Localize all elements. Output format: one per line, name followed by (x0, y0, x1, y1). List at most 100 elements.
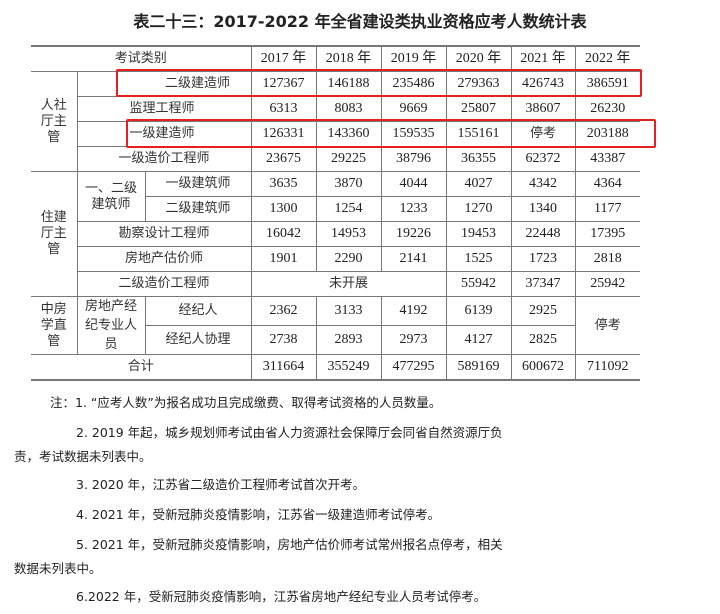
cell: 355249 (315, 354, 382, 381)
cell: 143360 (315, 121, 382, 147)
row-name: 一级建造师 (76, 121, 252, 147)
cell: 1901 (250, 246, 317, 272)
cell: 19453 (445, 221, 512, 247)
cell: 2362 (250, 296, 317, 326)
row-name: 二级造价工程师 (76, 271, 252, 297)
group-zhongfangxue: 中房学直管 (31, 296, 78, 355)
group-rensheting: 人社厅主管 (31, 71, 78, 172)
cell: 711092 (574, 354, 640, 381)
cell: 4027 (445, 171, 512, 197)
table-row: 监理工程师 6313 8083 9669 25807 38607 26230 (31, 96, 640, 122)
table-row: 中房学直管 房地产经纪专业人员 经纪人 2362 3133 4192 6139 … (31, 296, 640, 355)
header-year: 2018 年 (315, 45, 382, 72)
cell: 386591 (574, 71, 640, 97)
table-row: 住建厅主管 一、二级建筑师 一级建筑师 3635 3870 4044 4027 … (31, 171, 640, 297)
cell: 2818 (574, 246, 640, 272)
cell: 38607 (510, 96, 576, 122)
cell: 22448 (510, 221, 576, 247)
table-row: 人社厅主管 二级建造师 127367 146188 235486 279363 … (31, 71, 640, 172)
cell: 17395 (574, 221, 640, 247)
cell: 1723 (510, 246, 576, 272)
cell: 2893 (315, 325, 382, 355)
cell: 6313 (250, 96, 317, 122)
cell: 29225 (315, 146, 382, 172)
cell: 37347 (510, 271, 576, 297)
cell: 155161 (445, 121, 512, 147)
cell: 146188 (315, 71, 382, 97)
row-name: 一级造价工程师 (76, 146, 252, 172)
cell: 589169 (445, 354, 512, 381)
group-architects: 一、二级建筑师 (76, 171, 146, 222)
cell: 2825 (510, 325, 576, 355)
row-name: 勘察设计工程师 (76, 221, 252, 247)
cell: 9669 (380, 96, 447, 122)
header-row: 考试类别 2017 年 2018 年 2019 年 2020 年 2021 年 … (31, 45, 640, 72)
cell: 2973 (380, 325, 447, 355)
cell: 2738 (250, 325, 317, 355)
note: 4. 2021 年，受新冠肺炎疫情影响，江苏省一级建造师考试停考。 (76, 507, 441, 522)
cell: 127367 (250, 71, 317, 97)
total-label: 合计 (31, 354, 252, 381)
cell: 26230 (574, 96, 640, 122)
table-row: 二级造价工程师 未开展 55942 37347 25942 (31, 271, 640, 297)
cell: 1270 (445, 196, 512, 222)
cell: 6139 (445, 296, 512, 326)
row-name: 经纪人 (144, 296, 252, 326)
note: 数据未列表中。 (14, 561, 102, 576)
cell: 2290 (315, 246, 382, 272)
cell: 停考 (510, 121, 576, 147)
table-row: 二级建筑师 1300 1254 1233 1270 1340 1177 (31, 196, 640, 222)
group-label: 人社厅主管 (40, 97, 67, 145)
cell: 3133 (315, 296, 382, 326)
cell: 25942 (574, 271, 640, 297)
cell: 43387 (574, 146, 640, 172)
cell: 16042 (250, 221, 317, 247)
cell: 55942 (445, 271, 512, 297)
cell-merged: 未开展 (250, 271, 447, 297)
cell: 3870 (315, 171, 382, 197)
cell: 1254 (315, 196, 382, 222)
cell: 235486 (380, 71, 447, 97)
cell: 4044 (380, 171, 447, 197)
cell: 159535 (380, 121, 447, 147)
cell: 38796 (380, 146, 447, 172)
page-title: 表二十三：2017-2022 年全省建设类执业资格应考人数统计表 (133, 12, 587, 31)
header-year: 2019 年 (380, 45, 447, 72)
cell: 4342 (510, 171, 576, 197)
group-zhujianting: 住建厅主管 (31, 171, 78, 297)
group-label: 住建厅主管 (40, 210, 67, 257)
header-year: 2022 年 (574, 45, 640, 72)
cell: 4364 (574, 171, 640, 197)
cell: 477295 (380, 354, 447, 381)
cell: 3635 (250, 171, 317, 197)
header-year: 2020 年 (445, 45, 512, 72)
row-name: 房地产估价师 (76, 246, 252, 272)
cell: 23675 (250, 146, 317, 172)
cell: 1300 (250, 196, 317, 222)
cell: 126331 (250, 121, 317, 147)
row-name: 监理工程师 (76, 96, 252, 122)
cell: 1525 (445, 246, 512, 272)
cell: 203188 (574, 121, 640, 147)
cell: 4192 (380, 296, 447, 326)
cell: 14953 (315, 221, 382, 247)
note: 注：1. “应考人数”为报名成功且完成缴费、取得考试资格的人员数量。 (50, 395, 442, 410)
cell: 8083 (315, 96, 382, 122)
row-name: 二级建造师 (145, 71, 252, 97)
total-row: 合计 311664 355249 477295 589169 600672 71… (31, 354, 640, 381)
header-year: 2017 年 (250, 45, 317, 72)
notes: 注：1. “应考人数”为报名成功且完成缴费、取得考试资格的人员数量。 2. 20… (14, 388, 674, 612)
group-brokers: 房地产经纪专业人员 (76, 296, 146, 355)
cell: 2925 (510, 296, 576, 326)
header-year: 2021 年 (510, 45, 576, 72)
row-name: 一级建筑师 (144, 171, 252, 197)
note: 5. 2021 年，受新冠肺炎疫情影响，房地产估价师考试常州报名点停考，相关 (76, 537, 503, 552)
row-name: 经纪人协理 (144, 325, 252, 355)
cell: 2141 (380, 246, 447, 272)
group-label: 一、二级建筑师 (84, 180, 137, 212)
note: 责，考试数据未列表中。 (14, 449, 152, 464)
cell-merged: 停考 (574, 296, 640, 355)
cell: 311664 (250, 354, 317, 381)
cell: 600672 (510, 354, 576, 381)
cell: 36355 (445, 146, 512, 172)
